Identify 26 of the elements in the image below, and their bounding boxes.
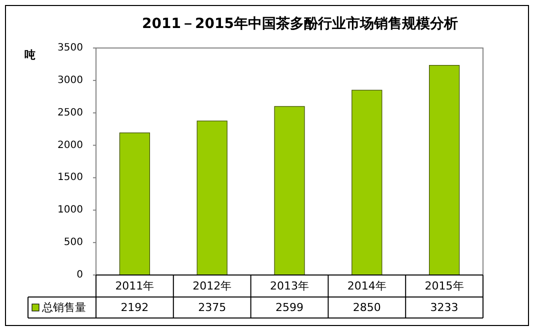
data-label: 2850 <box>352 301 381 314</box>
legend-label: 总销售量 <box>41 301 86 314</box>
bar <box>274 106 305 276</box>
y-tick-label: 3500 <box>58 42 83 54</box>
data-label: 3233 <box>430 301 458 314</box>
bar <box>352 90 382 276</box>
x-tick-label: 2012年 <box>192 280 232 292</box>
data-label: 2375 <box>198 301 226 314</box>
x-tick-label: 2015年 <box>424 280 464 292</box>
y-tick-label: 2000 <box>58 140 83 151</box>
y-tick-label: 500 <box>64 237 83 248</box>
data-label: 2599 <box>276 301 304 314</box>
y-tick-label: 3000 <box>58 74 83 86</box>
y-tick-label: 0 <box>76 270 83 280</box>
y-tick-label: 1000 <box>58 204 83 216</box>
y-axis-title: 吨 <box>24 48 36 62</box>
chart-title: 2011－2015年中国茶多酚行业市场销售规模分析 <box>142 15 458 32</box>
x-tick-label: 2011年 <box>115 280 154 292</box>
x-tick-label: 2013年 <box>270 280 309 292</box>
x-tick-label: 2014年 <box>347 280 386 292</box>
y-tick-label: 1500 <box>58 172 83 184</box>
data-label: 2192 <box>120 301 149 314</box>
bar <box>196 120 228 276</box>
bar <box>429 65 460 276</box>
bar <box>119 132 150 276</box>
y-tick-label: 2500 <box>58 107 83 118</box>
